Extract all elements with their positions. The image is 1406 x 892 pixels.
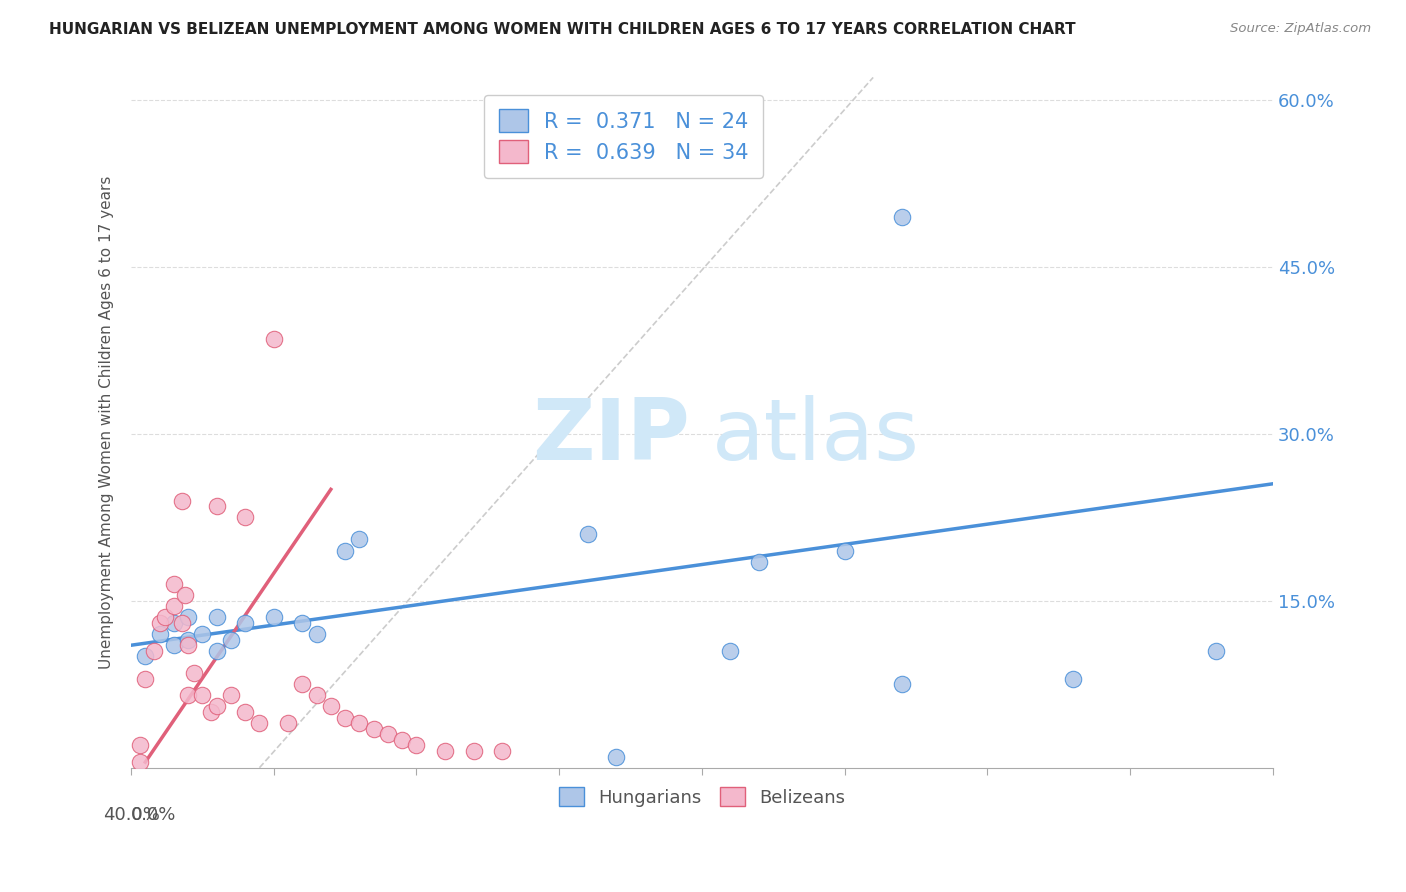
Text: atlas: atlas [711,395,920,478]
Point [890,677,912,691]
Text: 40.0%: 40.0% [103,805,159,823]
Point [263,610,285,624]
Point [155,610,177,624]
Point [177,638,200,652]
Point [249,716,271,731]
Point [720,644,742,658]
Text: HUNGARIAN VS BELIZEAN UNEMPLOYMENT AMONG WOMEN WITH CHILDREN AGES 6 TO 17 YEARS : HUNGARIAN VS BELIZEAN UNEMPLOYMENT AMONG… [49,22,1076,37]
Point [333,543,356,558]
Point [134,649,156,664]
Point [205,610,228,624]
Point [277,716,299,731]
Point [233,615,256,630]
Point [291,677,314,691]
Point [205,699,228,714]
Point [405,739,427,753]
Point [233,510,256,524]
Point [333,710,356,724]
Point [205,644,228,658]
Point [491,744,513,758]
Point [163,615,186,630]
Point [128,739,150,753]
Point [890,210,912,224]
Point [377,727,399,741]
Point [1205,644,1227,658]
Point [200,705,222,719]
Point [177,689,200,703]
Point [191,689,214,703]
Point [605,749,627,764]
Point [174,588,197,602]
Text: Source: ZipAtlas.com: Source: ZipAtlas.com [1230,22,1371,36]
Point [363,722,385,736]
Point [219,632,242,647]
Point [142,644,165,658]
Point [172,615,194,630]
Point [177,632,200,647]
Point [1062,672,1084,686]
Point [391,732,413,747]
Point [219,689,242,703]
Point [134,672,156,686]
Point [163,638,186,652]
Point [148,615,170,630]
Point [191,627,214,641]
Point [183,666,205,681]
Point [291,615,314,630]
Point [305,627,328,641]
Text: 0.0%: 0.0% [131,805,176,823]
Point [463,744,485,758]
Point [233,705,256,719]
Point [349,716,371,731]
Text: ZIP: ZIP [531,395,689,478]
Y-axis label: Unemployment Among Women with Children Ages 6 to 17 years: Unemployment Among Women with Children A… [100,176,114,669]
Point [305,689,328,703]
Point [163,577,186,591]
Point [128,755,150,769]
Point [205,499,228,513]
Point [172,493,194,508]
Legend: Hungarians, Belizeans: Hungarians, Belizeans [551,780,852,814]
Point [163,599,186,614]
Point [148,627,170,641]
Point [263,332,285,346]
Point [177,610,200,624]
Point [349,533,371,547]
Point [834,543,856,558]
Point [748,555,770,569]
Point [319,699,342,714]
Point [576,527,599,541]
Point [434,744,457,758]
